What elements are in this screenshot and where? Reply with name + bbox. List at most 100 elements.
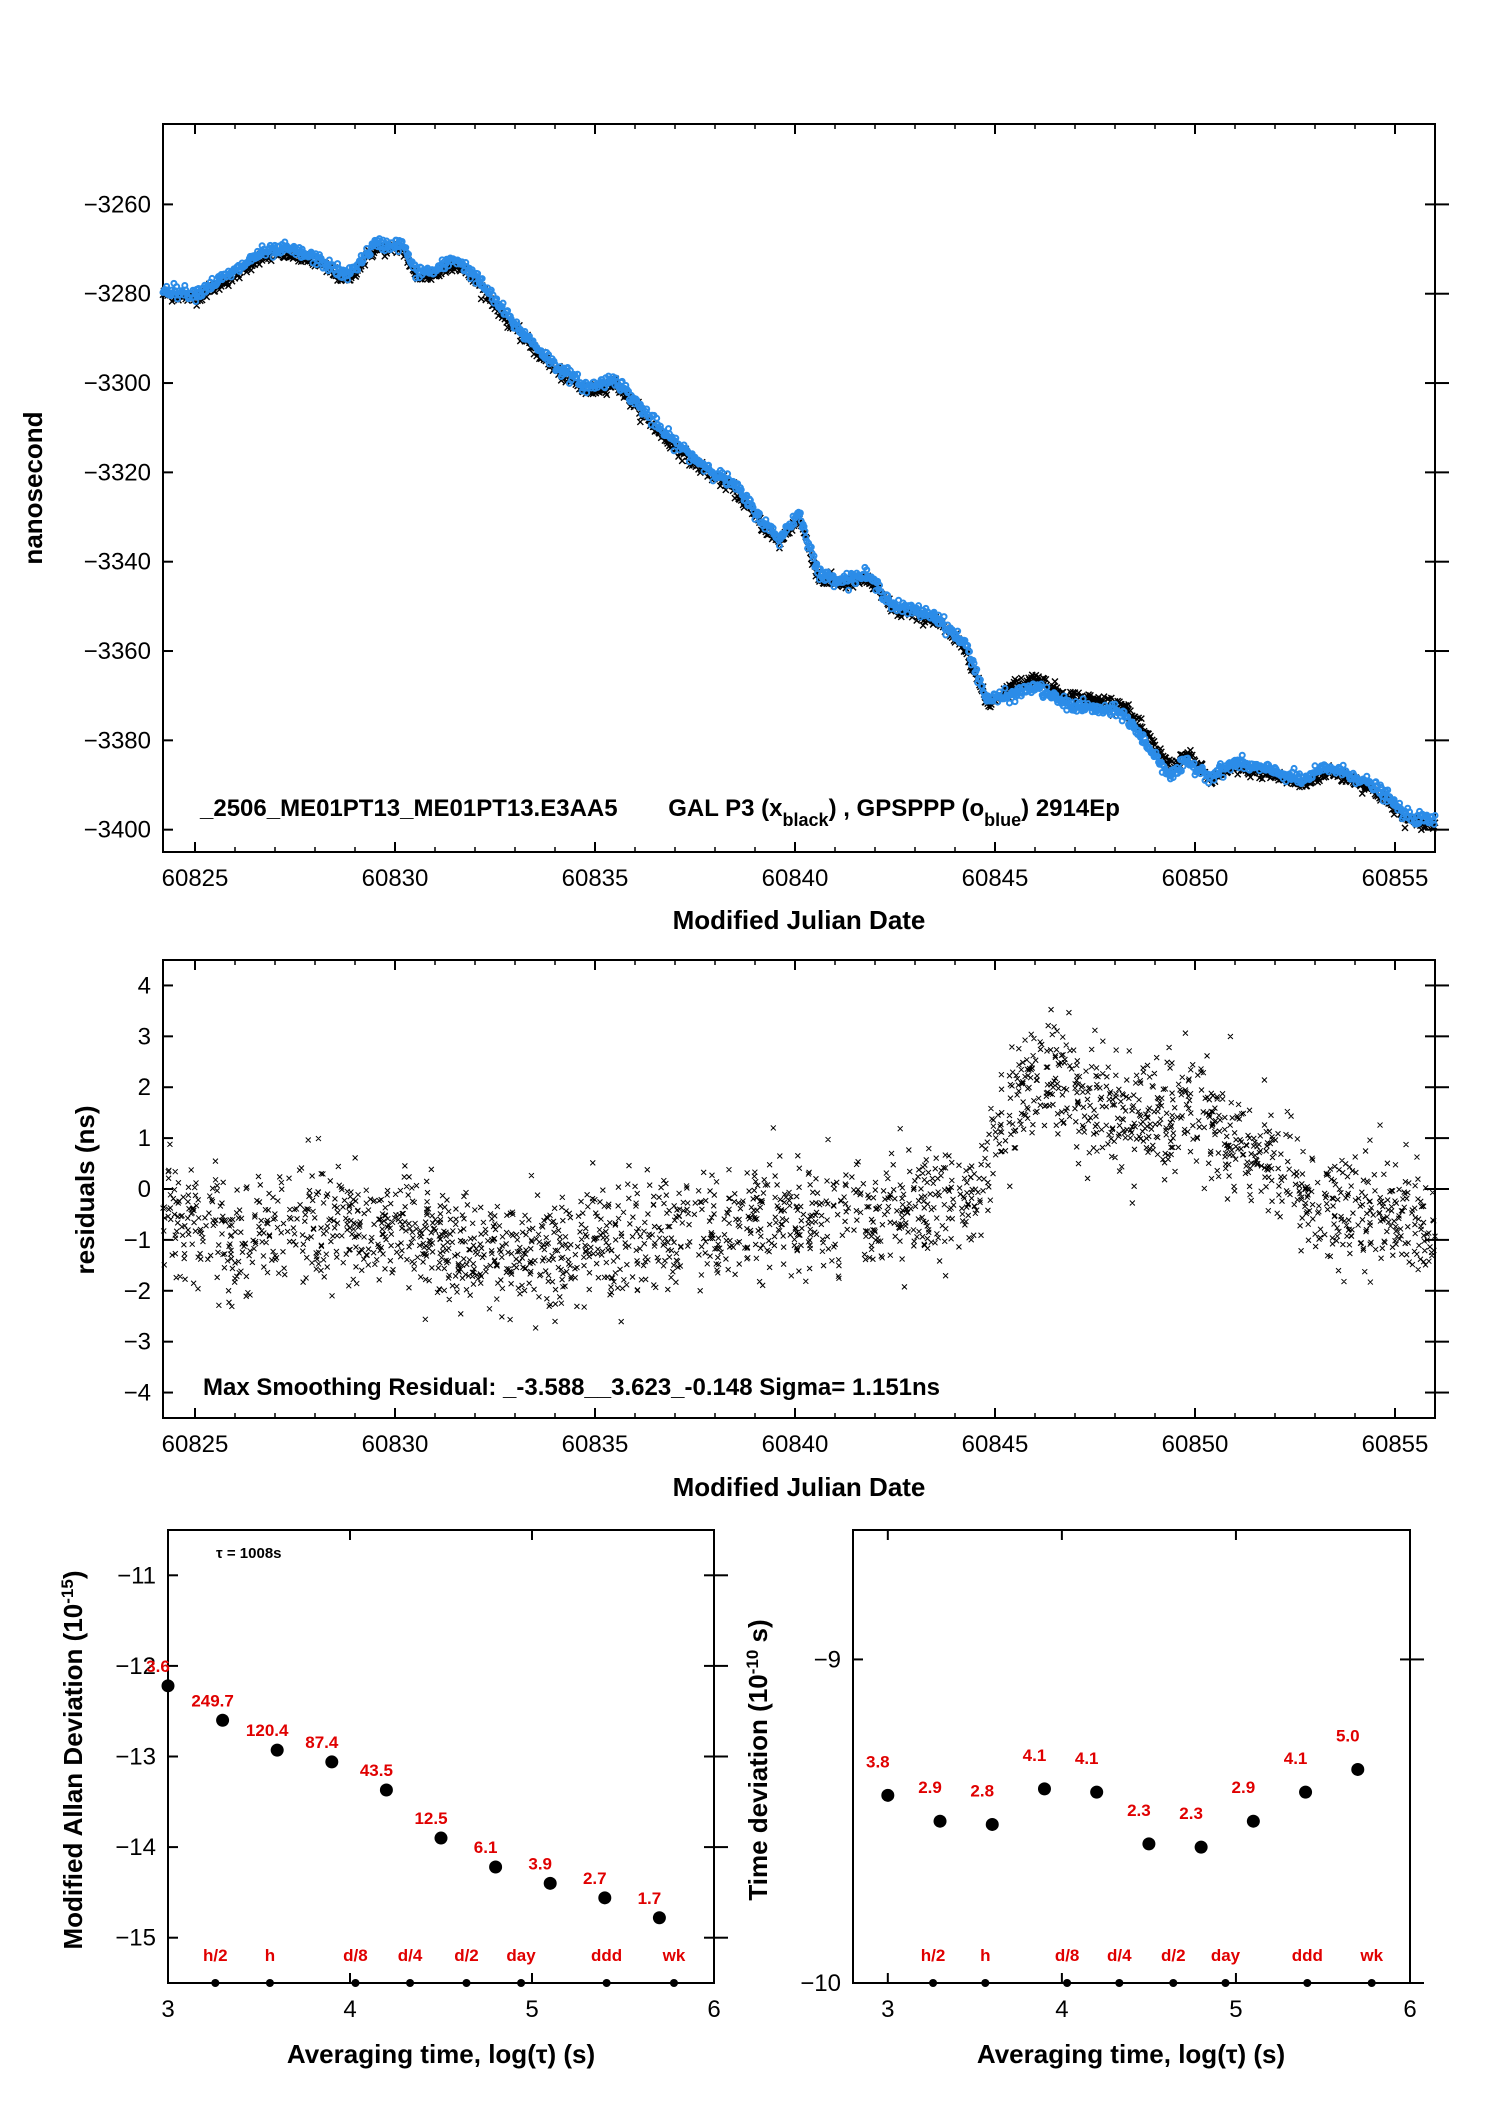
annotation-sep: ) , GPSPPP (o (829, 795, 985, 822)
point-label: 12.5 (414, 1809, 447, 1828)
y-tick-label: −3360 (84, 638, 151, 665)
point-label: 2.3 (1127, 1801, 1151, 1820)
interval-marker (517, 1979, 526, 1987)
time-series-annotation: _2506_ME01PT13_ME01PT13.E3AA5 GAL P3 (xb… (199, 795, 1120, 830)
mdev-ylabel-text: Modified Allan Deviation (58, 1649, 88, 1950)
time-series-ylabel: nanosecond (18, 411, 48, 564)
deviation-point (1299, 1785, 1313, 1799)
interval-label: d/2 (1161, 1946, 1186, 1965)
interval-marker (1367, 1979, 1376, 1987)
annotation-series-sub: black (783, 810, 830, 830)
point-label: 4.1 (1023, 1746, 1047, 1765)
point-label: 3.9 (528, 1854, 552, 1873)
x-tick-label: 60830 (362, 1431, 429, 1458)
y-tick-label: −3 (124, 1329, 151, 1356)
y-tick-label: −3280 (84, 281, 151, 308)
point-label: 1.7 (638, 1889, 662, 1908)
deviation-point (434, 1831, 448, 1845)
residuals-annotation: Max Smoothing Residual: _-3.588__3.623_-… (203, 1374, 940, 1401)
y-tick-label: −2 (124, 1278, 151, 1305)
interval-marker (1115, 1979, 1124, 1987)
interval-marker (929, 1979, 938, 1987)
point-label: 3.6 (146, 1657, 170, 1676)
point-label: 4.1 (1075, 1749, 1099, 1768)
y-tick-label: 2 (138, 1074, 151, 1101)
interval-label: d/8 (1055, 1946, 1080, 1965)
interval-label: d/2 (454, 1946, 479, 1965)
y-tick-label: 3 (138, 1023, 151, 1050)
x-tick-label: 60845 (962, 865, 1029, 892)
x-tick-label: 6 (1403, 1996, 1416, 2023)
y-tick-label: −3320 (84, 459, 151, 486)
y-tick-label: −3400 (84, 817, 151, 844)
y-tick-label: −1 (124, 1227, 151, 1254)
x-tick-label: 4 (343, 1996, 356, 2023)
interval-label: day (1211, 1946, 1241, 1965)
interval-marker (981, 1979, 990, 1987)
annotation-end: ) 2914Ep (1021, 795, 1120, 822)
x-tick-label: 60840 (762, 865, 829, 892)
y-tick-label: −3340 (84, 549, 151, 576)
tdev-ylabel-exp: -10 (743, 1650, 762, 1675)
y-tick-label: −3260 (84, 191, 151, 218)
deviation-point (985, 1817, 999, 1831)
interval-marker (265, 1979, 274, 1987)
interval-label: h/2 (203, 1946, 228, 1965)
deviation-point (1037, 1782, 1051, 1796)
x-tick-label: 6 (707, 1996, 720, 2023)
y-tick-label: −13 (115, 1744, 156, 1771)
x-tick-label: 60825 (162, 1431, 229, 1458)
deviation-point (379, 1783, 393, 1797)
annotation-series: GAL P3 (x (668, 795, 783, 822)
y-tick-label: −14 (115, 1834, 156, 1861)
interval-marker (406, 1979, 415, 1987)
point-label: 2.9 (918, 1778, 942, 1797)
mdev-ylabel-close: ) (58, 1570, 88, 1579)
deviation-point (270, 1743, 284, 1757)
deviation-point (1142, 1837, 1156, 1851)
x-tick-label: 60850 (1162, 865, 1229, 892)
deviation-point (1246, 1814, 1260, 1828)
x-tick-label: 5 (1229, 1996, 1242, 2023)
deviation-point (325, 1755, 339, 1769)
interval-label: h/2 (921, 1946, 946, 1965)
x-tick-label: 3 (161, 1996, 174, 2023)
interval-marker (1303, 1979, 1312, 1987)
deviation-point (1090, 1785, 1104, 1799)
deviation-point (933, 1814, 947, 1828)
tdev-xlabel: Averaging time, log(τ) (s) (977, 2039, 1285, 2069)
interval-marker (211, 1979, 220, 1987)
residual-points (160, 1006, 1438, 1331)
point-label: 2.3 (1179, 1804, 1203, 1823)
gal-p3-series (159, 240, 1439, 834)
point-label: 5.0 (1336, 1726, 1360, 1745)
tau-note: τ = 1008s (216, 1545, 282, 1562)
gpsppp-series (159, 235, 1439, 828)
point-label: 2.9 (1232, 1778, 1256, 1797)
deviation-point (161, 1679, 175, 1693)
x-tick-label: 60855 (1362, 865, 1429, 892)
y-tick-label: −4 (124, 1380, 151, 1407)
interval-marker (602, 1979, 611, 1987)
time-series-panel: 60825 60830 60835 60840 60845 60850 60855 −3260… (18, 123, 1449, 935)
y-tick-label: −3300 (84, 370, 151, 397)
point-label: 2.7 (583, 1869, 607, 1888)
time-series-xlabel: Modified Julian Date (673, 905, 926, 935)
y-tick-label: 0 (138, 1176, 151, 1203)
annotation-run-name: _2506_ME01PT13_ME01PT13.E3AA5 (199, 795, 618, 822)
annotation-ref-sub: blue (984, 810, 1021, 830)
y-tick-label: 1 (138, 1125, 151, 1152)
interval-label: d/8 (343, 1946, 368, 1965)
y-tick-label: −9 (814, 1646, 841, 1673)
y-tick-label: −11 (117, 1562, 156, 1589)
point-label: 87.4 (305, 1733, 339, 1752)
interval-marker (1221, 1979, 1230, 1987)
interval-label: h (980, 1946, 990, 1965)
y-tick-label: −10 (800, 1970, 841, 1997)
mdev-ylabel: Modified Allan Deviation (10-15) (58, 1570, 89, 1949)
x-tick-label: 60835 (562, 1431, 629, 1458)
x-tick-label: 3 (881, 1996, 894, 2023)
y-tick-label: −15 (115, 1925, 156, 1952)
tdev-panel: 3 4 5 6 −9 −10 3.8 2.9 2.8 4.1 4.1 2.3 2.3 2.9 4.1 5.0… (743, 1529, 1424, 2069)
